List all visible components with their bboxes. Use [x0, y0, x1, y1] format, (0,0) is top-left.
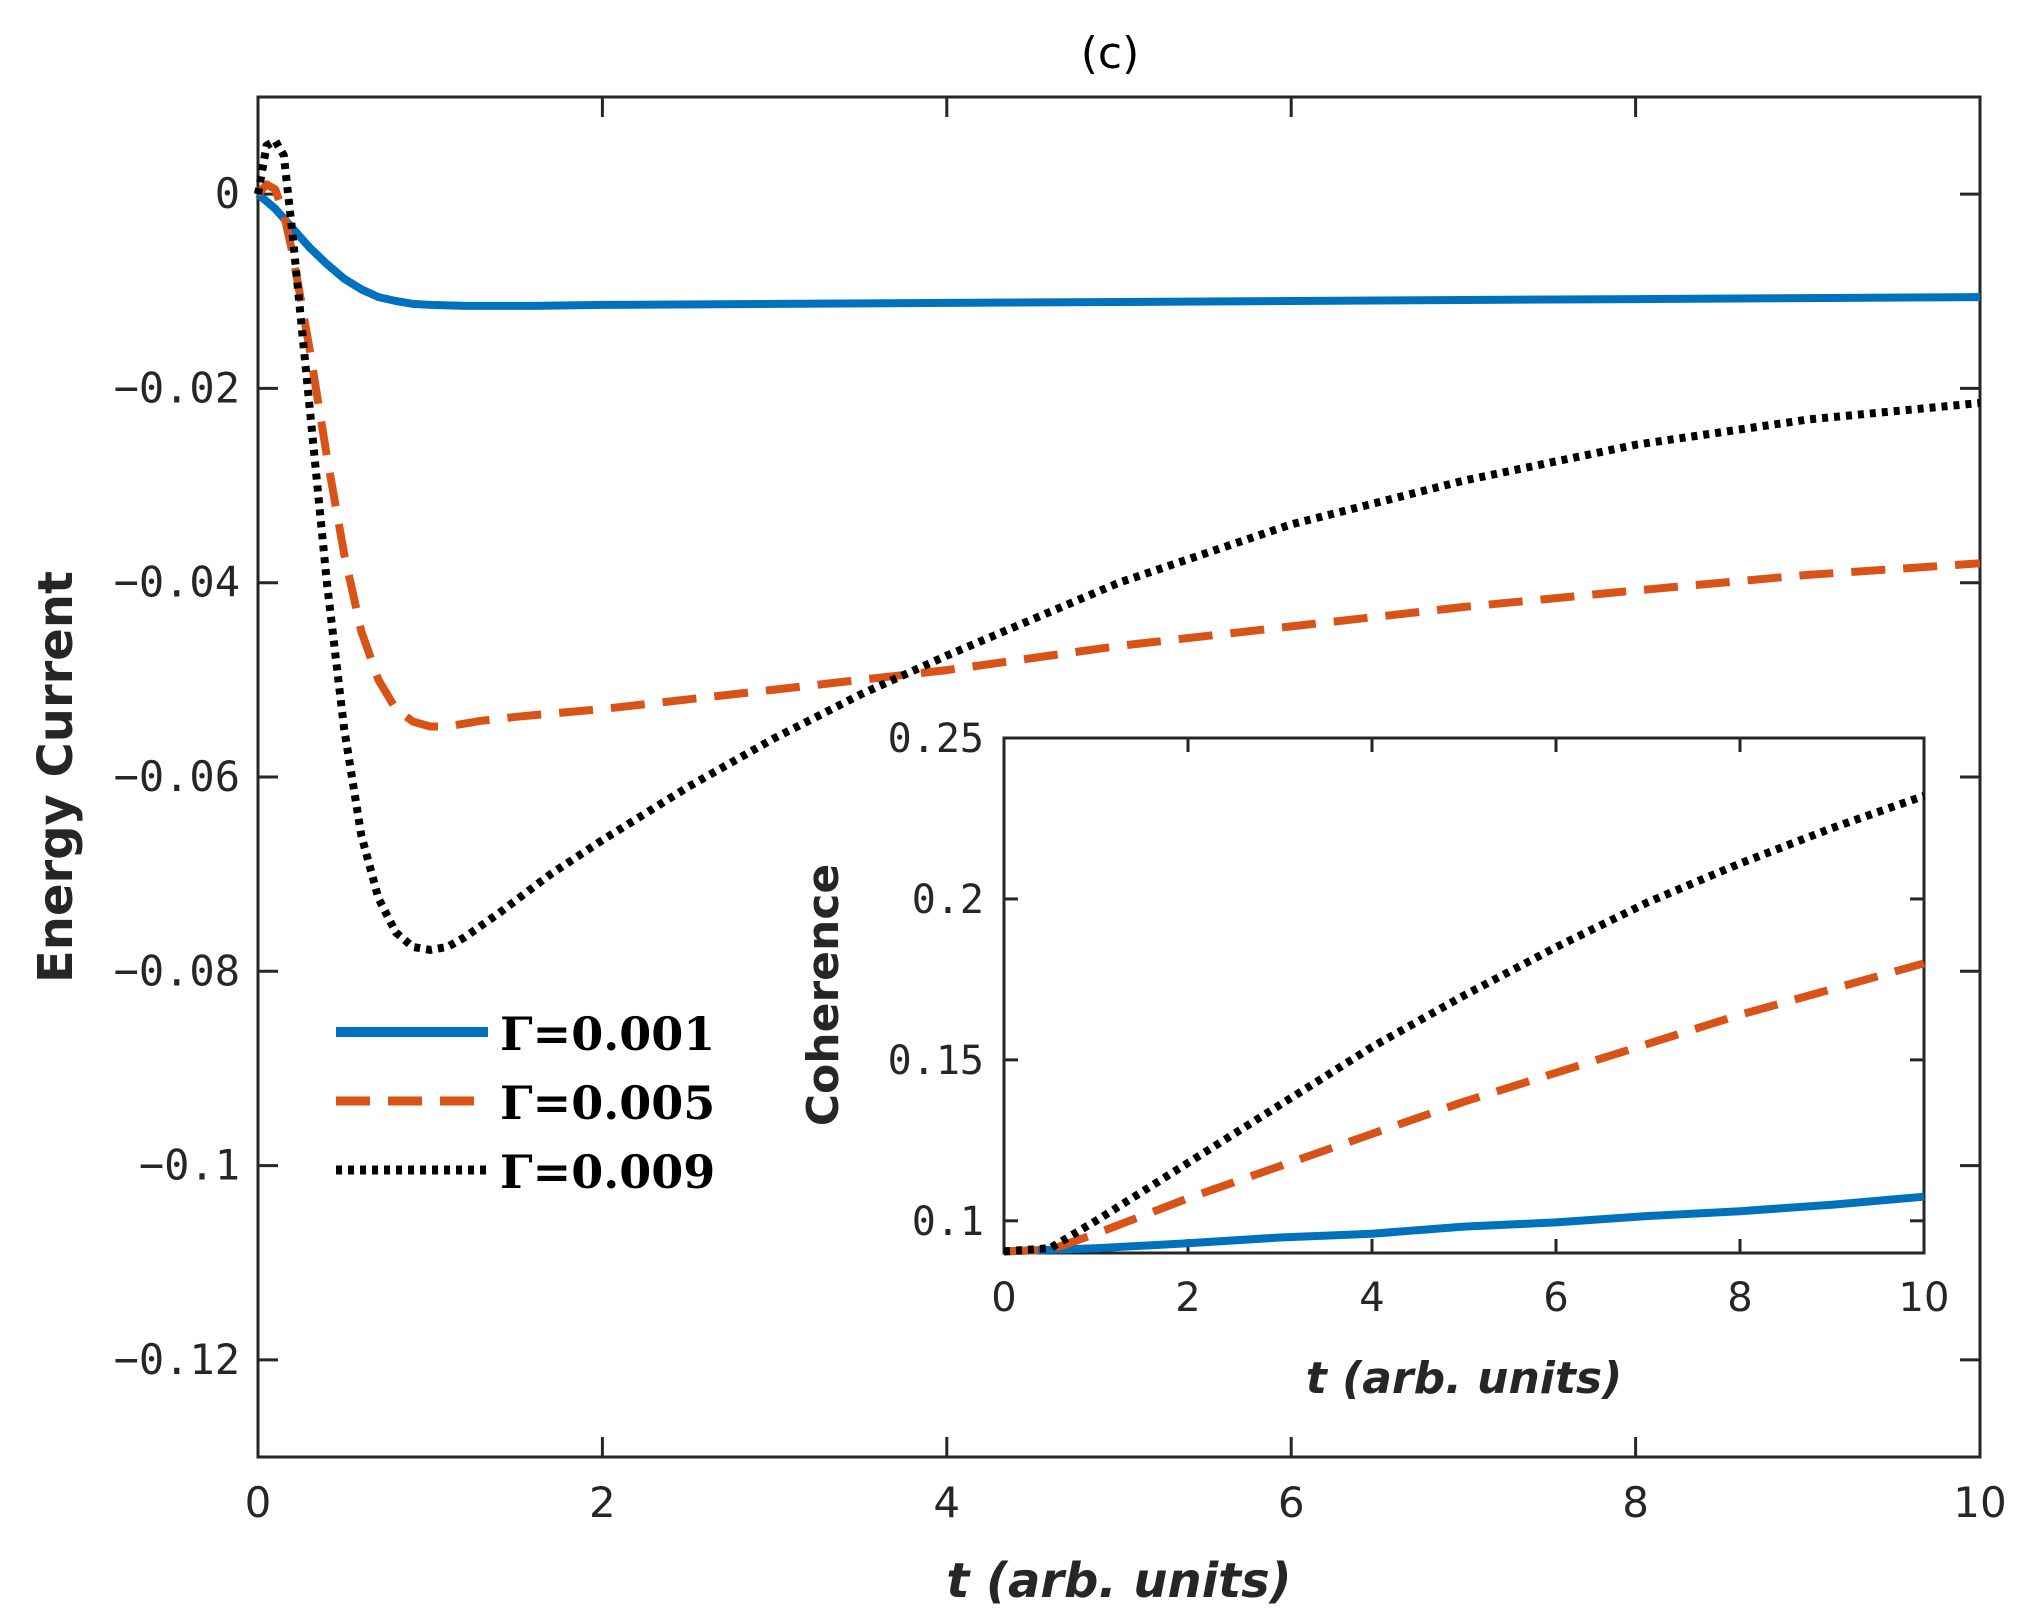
x-tick-label: 8	[1727, 1275, 1752, 1321]
series-line-solid	[1003, 1192, 1925, 1256]
main-ticks	[256, 97, 1982, 1457]
y-tick-label: 0.25	[888, 716, 984, 762]
y-tick-label: 0	[215, 169, 240, 218]
y-tick-label: 0.2	[912, 877, 984, 923]
y-tick-label: −0.1	[139, 1141, 240, 1190]
series-line-dotted	[1003, 792, 1926, 1256]
x-tick-label: 10	[1953, 1478, 2006, 1527]
x-tick-label: 6	[1543, 1275, 1568, 1321]
legend-label-gamma-0005: Γ=0.005	[500, 1076, 715, 1130]
inset-x-axis-title: t (arb. units)	[1306, 1353, 1622, 1404]
x-tick-label: 4	[1359, 1275, 1384, 1321]
y-tick-label: −0.02	[114, 363, 240, 412]
legend-label-gamma-0009: Γ=0.009	[500, 1145, 715, 1199]
main-y-axis-title: Energy Current	[28, 571, 84, 983]
series-line-dashed	[1003, 959, 1926, 1256]
series-line-dashed	[255, 180, 1981, 731]
main-x-axis-title: t (arb. units)	[946, 1553, 1291, 1609]
y-tick-label: −0.04	[114, 558, 240, 607]
y-tick-label: −0.12	[114, 1335, 240, 1384]
main-y-tick-labels: 0 −0.02 −0.04 −0.06 −0.08 −0.1 −0.12	[114, 169, 240, 1384]
inset-x-tick-labels: 0 2 4 6 8 10	[991, 1275, 1949, 1321]
y-tick-label: −0.06	[114, 752, 240, 801]
main-x-tick-labels: 0 2 4 6 8 10	[245, 1478, 2007, 1527]
inset-y-tick-labels: 0.1 0.15 0.2 0.25	[888, 716, 984, 1245]
inset-series	[1003, 792, 1926, 1256]
x-tick-label: 0	[245, 1478, 272, 1527]
y-tick-label: 0.15	[888, 1038, 984, 1084]
series-line-solid	[255, 191, 1981, 310]
legend: Γ=0.001 Γ=0.005 Γ=0.009	[336, 1007, 715, 1199]
y-tick-label: 0.1	[912, 1199, 984, 1245]
x-tick-label: 10	[1899, 1275, 1950, 1321]
x-tick-label: 2	[589, 1478, 616, 1527]
legend-label-gamma-0001: Γ=0.001	[500, 1007, 715, 1061]
main-series	[254, 136, 1981, 954]
y-tick-label: −0.08	[114, 946, 240, 995]
series-line-dotted	[254, 136, 1981, 954]
x-tick-label: 0	[991, 1275, 1016, 1321]
inset-y-axis-title: Coherence	[798, 864, 849, 1126]
x-tick-label: 6	[1278, 1478, 1305, 1527]
x-tick-label: 2	[1175, 1275, 1200, 1321]
x-tick-label: 4	[933, 1478, 960, 1527]
x-tick-label: 8	[1622, 1478, 1649, 1527]
main-chart-title: (c)	[1081, 28, 1140, 79]
